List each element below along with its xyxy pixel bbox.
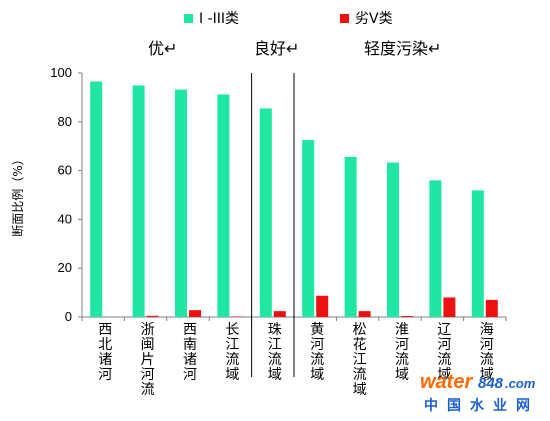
bar-class-1-3: [132, 85, 145, 317]
y-axis-label: 断面比例（%）: [10, 153, 25, 236]
y-axis-ticks: 0 20 40 60 80 100: [50, 65, 507, 324]
bar-class-1-3: [429, 180, 442, 317]
legend-swatch: [340, 14, 349, 23]
bar-class-below-5: [401, 316, 413, 317]
bar-class-below-5: [358, 311, 371, 317]
group-label: 轻度污染↵: [364, 39, 441, 58]
legend-label: 劣V类: [355, 11, 393, 27]
watermark-number: 848: [478, 375, 504, 392]
y-tick-label: 20: [58, 260, 72, 275]
bars: [90, 81, 498, 317]
x-tick-label: 珠江流域: [268, 322, 282, 383]
bar-class-1-3: [344, 156, 357, 317]
x-tick-label: 淮河流域: [395, 322, 409, 383]
x-axis-labels: 西北诸河 浙闽片河流 西南诸河 长江流域 珠江流域 黄河流域 松花江流域 淮河流域 辽河流域 海河…: [98, 321, 494, 398]
bar-class-1-3: [302, 140, 315, 317]
watermark-latin: water: [420, 371, 473, 393]
legend-swatch: [184, 14, 193, 23]
bar-class-1-3: [217, 94, 230, 317]
bar-class-below-5: [189, 310, 201, 317]
bar-class-1-3: [90, 81, 103, 317]
bar-class-below-5: [146, 315, 159, 317]
x-tick-label: 西北诸河: [98, 322, 112, 383]
legend: I -III类 劣V类: [184, 11, 393, 27]
x-tick-label: 西南诸河: [183, 322, 197, 383]
bar-class-below-5: [443, 297, 456, 317]
x-tick-label: 海河流域: [480, 322, 494, 383]
bar-class-below-5: [316, 295, 329, 317]
bar-class-1-3: [175, 89, 187, 317]
x-tick-label: 松花江流域: [353, 322, 367, 398]
group-label: 良好↵: [254, 39, 299, 58]
watermark-chinese: 中国水业网: [424, 397, 539, 414]
group-labels: 优↵ 良好↵ 轻度污染↵: [148, 39, 441, 58]
y-tick-label: 0: [65, 309, 72, 324]
watermark-suffix: .com: [505, 376, 536, 391]
bar-class-below-5: [273, 311, 286, 317]
y-tick-label: 60: [58, 163, 72, 178]
group-label: 优↵: [148, 39, 177, 58]
y-tick-label: 80: [58, 114, 72, 129]
watermark-logo: water 848 .com 中国水业网: [420, 371, 539, 414]
x-tick-label: 长江流域: [225, 322, 239, 383]
legend-label: I -III类: [199, 11, 239, 27]
group-dividers: [251, 73, 295, 377]
bar-class-below-5: [485, 299, 498, 317]
x-tick-label: 黄河流域: [310, 321, 324, 383]
y-tick-label: 100: [50, 65, 72, 80]
bar-class-1-3: [387, 162, 399, 317]
bar-class-1-3: [259, 108, 272, 317]
y-tick-label: 40: [58, 211, 72, 226]
bar-class-1-3: [471, 190, 484, 317]
x-tick-label: 辽河流域: [437, 322, 451, 383]
x-tick-label: 浙闽片河流: [141, 322, 155, 398]
